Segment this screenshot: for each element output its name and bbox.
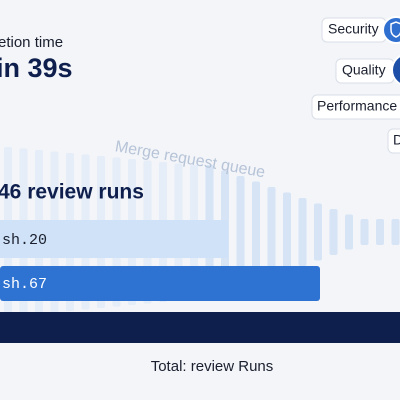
funnel-bar — [391, 219, 400, 245]
shield-icon — [390, 21, 400, 38]
funnel-bar — [236, 176, 245, 288]
tag: Performance — [317, 98, 397, 114]
run-label: sh.67 — [2, 276, 47, 293]
funnel-bar — [329, 209, 338, 255]
footer-label: Total: review Runs — [151, 358, 274, 375]
runs-title: 46 review runs — [0, 181, 144, 204]
tag: Quality — [342, 62, 386, 78]
total-bar — [0, 312, 400, 343]
funnel-bar — [267, 187, 276, 277]
tag-pill — [387, 128, 400, 154]
tag-pill — [311, 94, 400, 120]
funnel-bar — [252, 181, 260, 283]
funnel-bar — [283, 192, 291, 272]
funnel-bar — [298, 198, 307, 266]
tag: Security — [328, 21, 379, 37]
run-bar — [0, 220, 228, 258]
funnel-bar — [360, 219, 369, 245]
funnel-bar — [376, 219, 384, 245]
run-label: sh.20 — [2, 232, 47, 249]
tag-icon — [391, 55, 400, 85]
tag: D — [393, 132, 400, 148]
funnel-bar — [314, 203, 322, 261]
run-bar — [0, 266, 320, 301]
metric-label: etion time — [0, 34, 63, 51]
metric-value: in 39s — [0, 53, 73, 83]
funnel-bar — [345, 214, 353, 250]
